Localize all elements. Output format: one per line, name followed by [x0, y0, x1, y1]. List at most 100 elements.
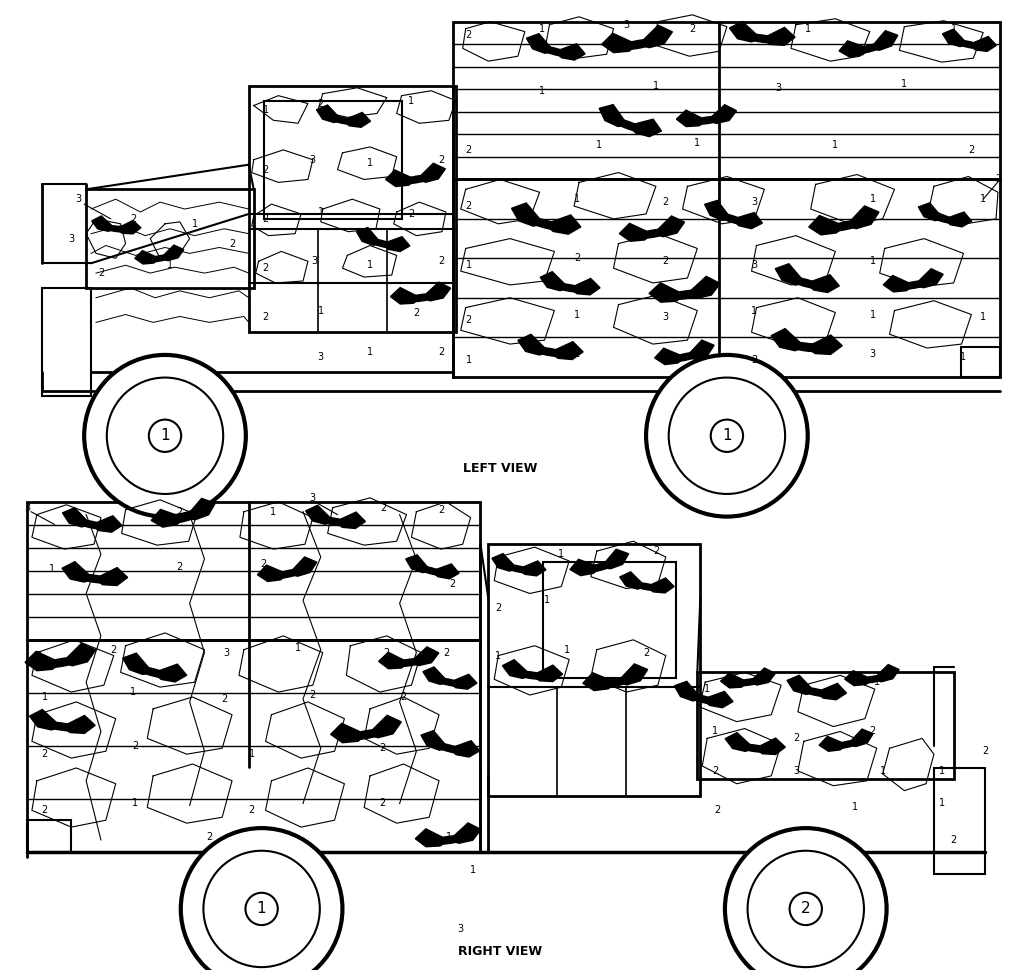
Text: 3: 3 — [869, 349, 876, 359]
Polygon shape — [858, 675, 888, 683]
Circle shape — [84, 355, 246, 517]
Text: 2: 2 — [438, 154, 444, 165]
Polygon shape — [862, 216, 872, 223]
Text: 1: 1 — [869, 194, 876, 204]
Polygon shape — [272, 570, 304, 578]
Text: 1: 1 — [367, 347, 373, 357]
Polygon shape — [356, 228, 382, 245]
Text: 2: 2 — [42, 805, 48, 816]
Polygon shape — [79, 654, 89, 660]
Polygon shape — [316, 106, 342, 122]
Text: 1: 1 — [574, 349, 581, 359]
Polygon shape — [25, 652, 61, 671]
Text: 1: 1 — [262, 106, 268, 115]
Text: 2: 2 — [793, 734, 799, 743]
Text: 1: 1 — [950, 23, 956, 33]
Polygon shape — [638, 25, 673, 48]
Polygon shape — [703, 286, 713, 293]
Polygon shape — [463, 682, 471, 687]
Polygon shape — [431, 172, 439, 178]
Polygon shape — [809, 216, 845, 234]
Polygon shape — [670, 353, 701, 361]
Text: 1: 1 — [653, 81, 659, 91]
Polygon shape — [417, 163, 445, 183]
Polygon shape — [845, 670, 872, 686]
Bar — [697, 672, 953, 779]
Polygon shape — [601, 549, 629, 569]
Text: 2: 2 — [643, 648, 649, 658]
Polygon shape — [61, 643, 95, 665]
Text: 2: 2 — [409, 209, 415, 219]
Polygon shape — [636, 229, 671, 238]
Polygon shape — [147, 255, 173, 262]
Text: 1: 1 — [367, 157, 373, 168]
Polygon shape — [43, 658, 81, 667]
Polygon shape — [721, 673, 749, 688]
Polygon shape — [168, 512, 202, 524]
Text: 1: 1 — [564, 645, 570, 655]
Text: 2: 2 — [950, 835, 956, 845]
Bar — [488, 544, 700, 795]
Circle shape — [106, 377, 223, 494]
Text: 1: 1 — [961, 352, 967, 361]
Text: 3: 3 — [223, 648, 229, 658]
Polygon shape — [833, 741, 861, 748]
Polygon shape — [350, 521, 358, 526]
Polygon shape — [872, 664, 899, 682]
Text: 2: 2 — [36, 651, 42, 660]
Text: 2: 2 — [573, 253, 581, 264]
Text: 1: 1 — [466, 260, 472, 271]
Polygon shape — [919, 203, 944, 221]
Bar — [86, 190, 254, 288]
Polygon shape — [620, 572, 646, 589]
Polygon shape — [400, 175, 432, 184]
Polygon shape — [732, 213, 763, 229]
Polygon shape — [531, 569, 540, 573]
Bar — [961, 347, 1000, 376]
Polygon shape — [569, 52, 578, 57]
Polygon shape — [288, 557, 316, 576]
Polygon shape — [30, 709, 61, 730]
Polygon shape — [423, 667, 449, 685]
Polygon shape — [944, 212, 972, 227]
Polygon shape — [620, 224, 653, 241]
Polygon shape — [431, 835, 467, 844]
Polygon shape — [305, 505, 335, 525]
Text: 1: 1 — [980, 194, 986, 204]
Bar — [27, 640, 480, 852]
Polygon shape — [729, 21, 762, 42]
Polygon shape — [531, 665, 562, 682]
Polygon shape — [545, 215, 581, 234]
Text: 2: 2 — [414, 308, 420, 318]
Text: 3: 3 — [69, 234, 75, 243]
Text: 3: 3 — [663, 313, 669, 322]
Polygon shape — [436, 291, 444, 296]
Polygon shape — [569, 278, 600, 295]
Bar — [453, 21, 1000, 180]
Text: 3: 3 — [458, 923, 464, 934]
Polygon shape — [800, 688, 831, 697]
Polygon shape — [702, 692, 733, 707]
Polygon shape — [342, 112, 371, 127]
Bar — [543, 562, 676, 678]
Text: 1: 1 — [295, 643, 301, 653]
Polygon shape — [303, 566, 311, 572]
Polygon shape — [465, 832, 474, 838]
Polygon shape — [136, 666, 170, 678]
Polygon shape — [424, 656, 433, 661]
Polygon shape — [62, 508, 91, 527]
Polygon shape — [611, 118, 645, 132]
Polygon shape — [386, 170, 417, 187]
Polygon shape — [583, 673, 616, 691]
Text: 2: 2 — [466, 201, 472, 211]
Text: LEFT VIEW: LEFT VIEW — [463, 462, 538, 475]
Polygon shape — [348, 730, 386, 740]
Polygon shape — [526, 218, 563, 230]
Text: 1: 1 — [496, 651, 502, 660]
Polygon shape — [839, 41, 869, 57]
Polygon shape — [518, 334, 550, 355]
Polygon shape — [599, 105, 629, 126]
Polygon shape — [775, 264, 806, 285]
Text: 1: 1 — [869, 256, 876, 267]
Polygon shape — [585, 287, 593, 292]
